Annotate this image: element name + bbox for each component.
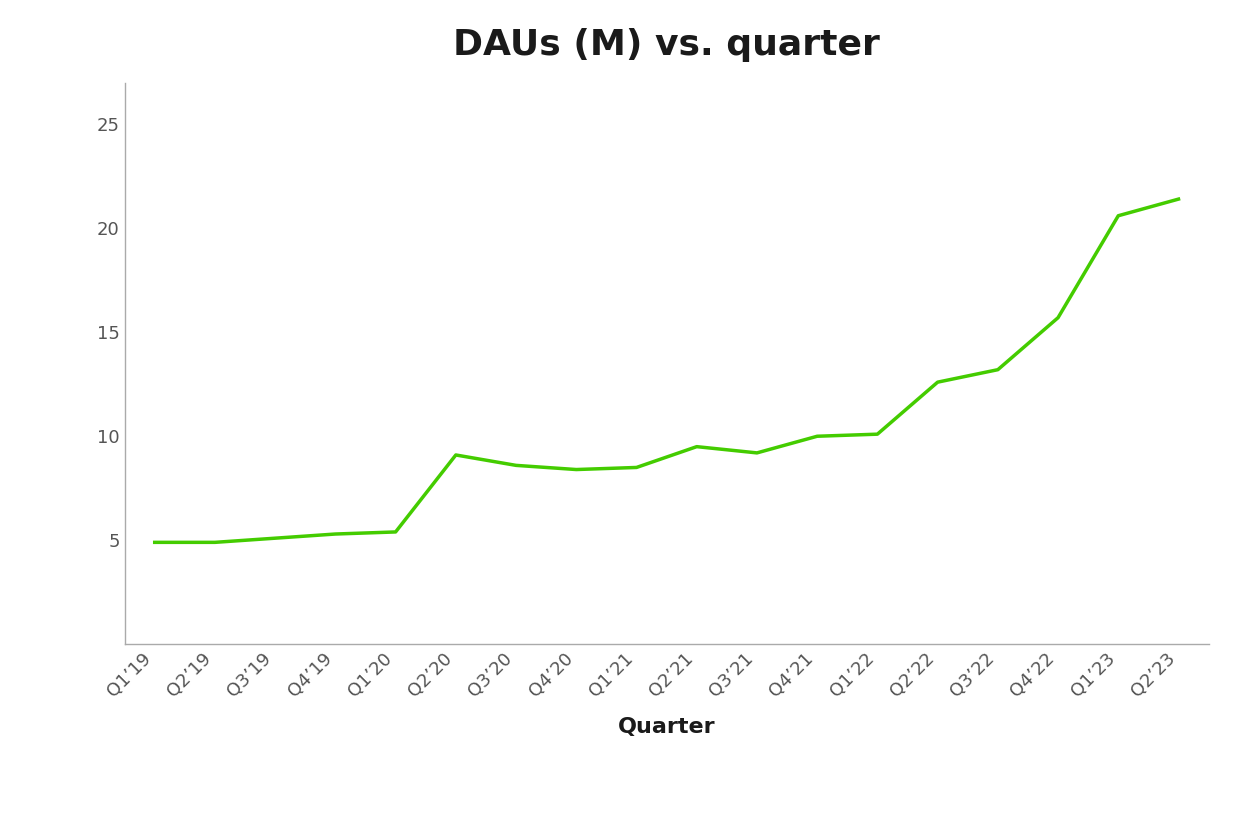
X-axis label: Quarter: Quarter <box>618 717 715 737</box>
Title: DAUs (M) vs. quarter: DAUs (M) vs. quarter <box>454 28 880 62</box>
